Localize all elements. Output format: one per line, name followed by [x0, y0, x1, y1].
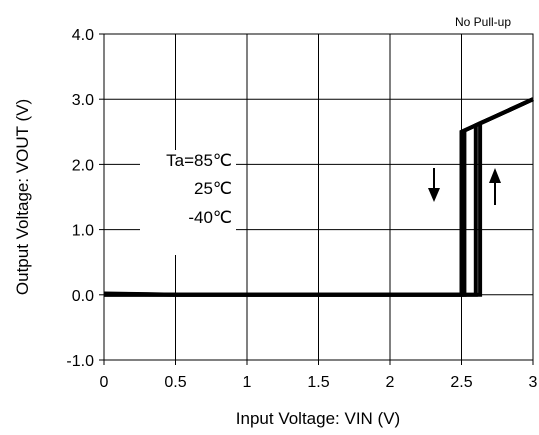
y-tick-labels: 4.0 3.0 2.0 1.0 0.0 -1.0 — [66, 27, 94, 370]
falling-arrow — [428, 168, 440, 202]
y-tick-label: -1.0 — [66, 353, 94, 370]
x-tick-label: 3 — [529, 374, 538, 391]
annotation-minus-40: -40℃ — [188, 208, 232, 227]
y-tick-label: 0.0 — [72, 288, 94, 305]
x-tick-label: 1.5 — [307, 374, 329, 391]
x-tick-label: 0 — [100, 374, 109, 391]
y-tick-label: 2.0 — [72, 157, 94, 174]
x-tick-label: 0.5 — [164, 374, 186, 391]
y-tick-label: 3.0 — [72, 92, 94, 109]
y-tick-label: 1.0 — [72, 223, 94, 240]
y-axis-title: Output Voltage: VOUT (V) — [13, 99, 32, 295]
annotation-backdrop — [140, 150, 236, 255]
y-tick-label: 4.0 — [72, 27, 94, 44]
chart-note: No Pull-up — [455, 15, 511, 29]
rising-arrow — [489, 168, 501, 205]
annotation-25: 25℃ — [194, 179, 232, 198]
x-tick-label: 1 — [243, 374, 252, 391]
series-line-4 — [104, 97, 534, 297]
x-tick-label: 2.5 — [450, 374, 472, 391]
series-layer — [103, 97, 534, 297]
x-axis-title: Input Voltage: VIN (V) — [236, 409, 400, 428]
x-tick-label: 2 — [386, 374, 395, 391]
annotation-ta-85: Ta=85℃ — [166, 151, 232, 170]
x-tick-labels: 0 0.5 1 1.5 2 2.5 3 — [100, 374, 538, 391]
